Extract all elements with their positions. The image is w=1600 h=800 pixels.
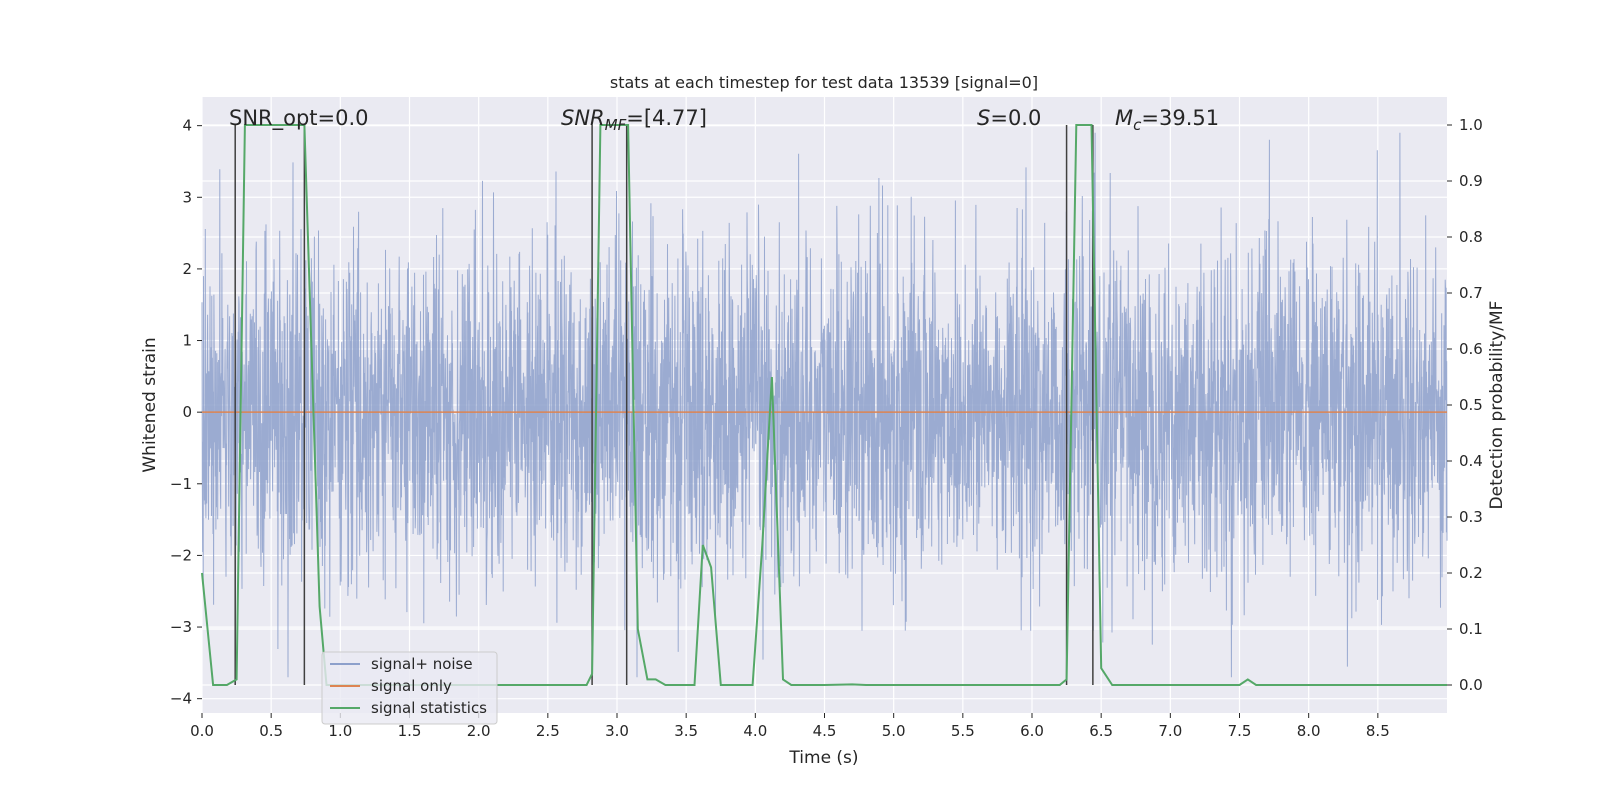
- y-tick-label-right: 0.2: [1459, 564, 1483, 582]
- x-tick-label: 1.0: [328, 722, 352, 740]
- y-tick-label-left: −3: [170, 618, 192, 636]
- y-tick-label-right: 0.3: [1459, 508, 1483, 526]
- x-tick-label: 5.5: [951, 722, 975, 740]
- y-tick-label-left: 2: [182, 260, 192, 278]
- y-tick-label-left: −2: [170, 546, 192, 564]
- x-tick-label: 0.0: [190, 722, 214, 740]
- annotation-snr-mf: SNRMF=[4.77]: [561, 106, 707, 134]
- legend-label-signal-only: signal only: [371, 677, 452, 695]
- x-tick-label: 7.0: [1158, 722, 1182, 740]
- x-tick-label: 7.5: [1228, 722, 1252, 740]
- x-tick-label: 4.5: [813, 722, 837, 740]
- y-tick-label-right: 0.9: [1459, 172, 1483, 190]
- y-tick-label-left: 0: [182, 403, 192, 421]
- x-tick-label: 6.5: [1089, 722, 1113, 740]
- noise-series: [201, 132, 1448, 678]
- annotation-s: S=0.0: [977, 106, 1041, 130]
- x-tick-label: 5.0: [882, 722, 906, 740]
- x-tick-label: 2.5: [536, 722, 560, 740]
- legend-box: [321, 651, 498, 725]
- y-tick-label-right: 0.7: [1459, 284, 1483, 302]
- legend: signal+ noise signal only signal statist…: [321, 651, 498, 725]
- annotation-mc: Mc=39.51: [1115, 106, 1219, 134]
- x-axis-label: Time (s): [788, 748, 858, 768]
- y-tick-label-right: 0.1: [1459, 620, 1483, 638]
- x-tick-label: 4.0: [743, 722, 767, 740]
- legend-label-signal-statistics: signal statistics: [371, 699, 487, 717]
- chart-title: stats at each timestep for test data 135…: [610, 73, 1038, 92]
- annotation-mc-rest: =39.51: [1141, 106, 1219, 130]
- annotation-snr-mf-sub: MF: [605, 116, 627, 134]
- x-tick-label: 2.0: [467, 722, 491, 740]
- y-axis-label-left: Whitened strain: [140, 337, 160, 472]
- y-tick-label-right: 1.0: [1459, 116, 1483, 134]
- x-tick-label: 3.0: [605, 722, 629, 740]
- annotation-mc-sub: c: [1133, 116, 1142, 134]
- tick-layer: 0.0 0.5 1.0 1.5 2.0 2.5 3.0 3.5 4.0 4.5 5.0 5.5 6.0 6…: [170, 116, 1483, 740]
- y-tick-label-left: 3: [182, 188, 192, 206]
- x-tick-label: 0.5: [259, 722, 283, 740]
- y-tick-label-right: 0.8: [1459, 228, 1483, 246]
- x-tick-label: 8.5: [1366, 722, 1390, 740]
- legend-label-signal-noise: signal+ noise: [371, 655, 473, 673]
- x-tick-label: 3.5: [674, 722, 698, 740]
- y-tick-label-right: 0.5: [1459, 396, 1483, 414]
- x-tick-label: 6.0: [1020, 722, 1044, 740]
- annotation-snr-opt: SNR_opt=0.0: [229, 106, 369, 131]
- annotation-s-name: S: [977, 106, 990, 130]
- annotation-mc-name: M: [1115, 106, 1133, 130]
- x-tick-label: 8.0: [1297, 722, 1321, 740]
- y-tick-label-left: 1: [182, 332, 192, 350]
- annotation-snr-mf-rest: =[4.77]: [626, 106, 707, 130]
- y-tick-label-right: 0.4: [1459, 452, 1483, 470]
- signal-noise-path: [201, 132, 1448, 678]
- y-tick-label-right: 0.0: [1459, 676, 1483, 694]
- annotation-snr-mf-name: SNR: [561, 106, 605, 130]
- x-tick-label: 1.5: [398, 722, 422, 740]
- y-tick-label-left: −4: [170, 690, 192, 708]
- y-tick-label-right: 0.6: [1459, 340, 1483, 358]
- y-tick-label-left: −1: [170, 475, 192, 493]
- y-axis-label-right: Detection probability/MF: [1487, 301, 1507, 510]
- annotation-s-rest: =0.0: [990, 106, 1041, 130]
- y-tick-label-left: 4: [182, 117, 192, 135]
